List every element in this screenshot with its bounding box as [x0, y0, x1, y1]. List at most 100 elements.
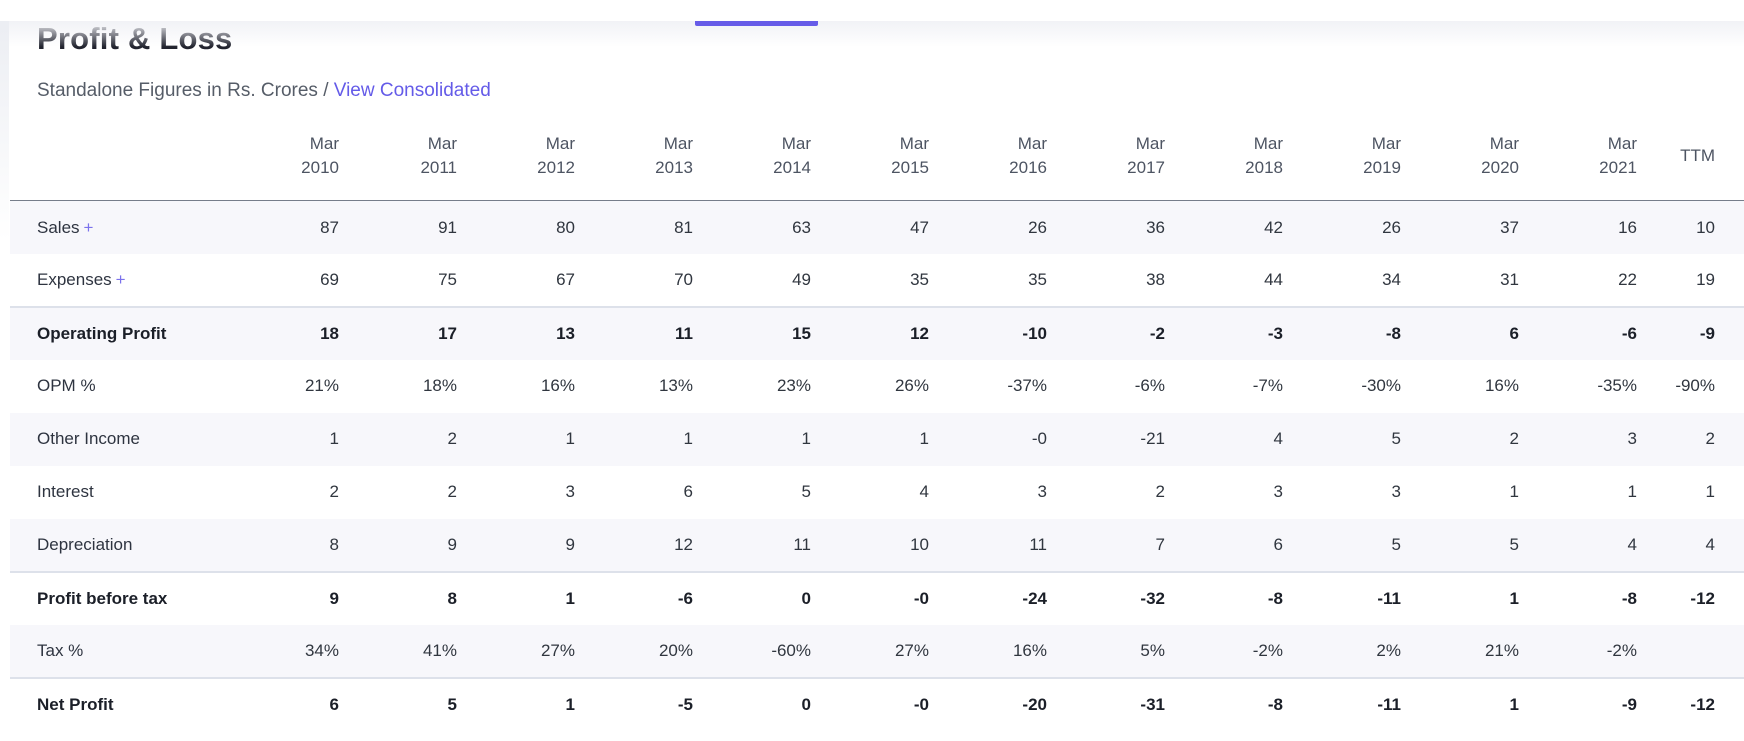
value-cell: 17: [438, 323, 457, 343]
value-cell: 42: [1264, 217, 1283, 237]
column-header: Mar 2020: [1481, 134, 1519, 178]
table-row: OPM % 21% 18% 16% 13% 23% 26% -37% -6% -7% -30% 16%…: [10, 360, 1744, 413]
value-cell: 12: [910, 323, 929, 343]
row-label: Interest: [37, 482, 94, 502]
value-cell: -90%: [1675, 376, 1715, 396]
row-label: Expenses +: [10, 254, 221, 307]
value-cell: 18%: [422, 376, 457, 396]
value-cell: 5: [1509, 534, 1519, 554]
value-cell: 5: [801, 482, 811, 502]
column-header: Mar 2013: [655, 134, 693, 178]
value-cell: 6: [683, 482, 693, 502]
value-cell: 1: [1509, 588, 1519, 608]
expand-row-button[interactable]: Expenses +: [37, 270, 126, 289]
value-cell: -5: [677, 694, 693, 714]
value-cell: 26%: [894, 376, 929, 396]
value-cell: -30%: [1361, 376, 1401, 396]
column-header: Mar 2015: [891, 134, 929, 178]
value-cell: 0: [801, 588, 811, 608]
value-cell: 3: [565, 482, 575, 502]
value-cell: 15: [792, 323, 811, 343]
value-cell: -9: [1621, 694, 1637, 714]
value-cell: 2: [447, 429, 457, 449]
value-cell: -9: [1699, 323, 1715, 343]
value-cell: 36: [1146, 217, 1165, 237]
value-cell: 18: [320, 323, 339, 343]
column-header: Mar 2021: [1599, 134, 1637, 178]
value-cell: 4: [1627, 534, 1637, 554]
column-header: Mar 2010: [301, 134, 339, 178]
value-cell: 1: [801, 429, 811, 449]
value-cell: 12: [674, 534, 693, 554]
value-cell: 4: [1705, 534, 1715, 554]
value-cell: 3: [1037, 482, 1047, 502]
plus-icon: +: [83, 217, 94, 237]
column-header: Mar 2018: [1245, 134, 1283, 178]
value-cell: -12: [1690, 588, 1715, 608]
subtitle-text: Standalone Figures in Rs. Crores /: [37, 80, 329, 101]
value-cell: 19: [1696, 269, 1715, 289]
value-cell: 63: [792, 217, 811, 237]
value-cell: 44: [1264, 269, 1283, 289]
value-cell: 3: [1273, 482, 1283, 502]
value-cell: 9: [329, 588, 339, 608]
value-cell: 80: [556, 217, 575, 237]
row-label: Depreciation: [37, 534, 133, 554]
table-row: Other Income 1 2 1 1 1 1 -0 -21 4 5 2 3 2: [10, 412, 1744, 466]
value-cell: -8: [1621, 588, 1637, 608]
value-cell: 69: [320, 269, 339, 289]
value-cell: 47: [910, 217, 929, 237]
value-cell: 49: [792, 269, 811, 289]
row-label: OPM %: [37, 376, 96, 396]
value-cell: 3: [1627, 429, 1637, 449]
table-row: Profit before tax 9 8 1 -6 0 -0 -24 -32 -8 -11 1 -8 -…: [10, 571, 1744, 625]
table-row: Interest 2 2 3 6 5 4 3 2 3 3 1 1 1: [10, 466, 1744, 519]
table-row: Depreciation 8 9 9 12 11 10 11 7 6 5 5 4 4: [10, 518, 1744, 572]
value-cell: 23%: [776, 376, 811, 396]
value-cell: -8: [1267, 588, 1283, 608]
value-cell: 35: [910, 269, 929, 289]
value-cell: 1: [565, 429, 575, 449]
value-cell: -60%: [771, 640, 811, 660]
plus-icon: +: [115, 269, 126, 289]
value-cell: [1637, 625, 1744, 678]
expand-row-button[interactable]: Sales +: [37, 218, 93, 237]
value-cell: 2: [447, 482, 457, 502]
value-cell: -6: [677, 588, 693, 608]
value-cell: 4: [1273, 429, 1283, 449]
value-cell: 11: [793, 534, 811, 554]
value-cell: 5%: [1140, 640, 1165, 660]
value-cell: 34%: [304, 640, 339, 660]
value-cell: 1: [565, 694, 575, 714]
value-cell: 91: [438, 217, 457, 237]
value-cell: 5: [1391, 429, 1401, 449]
value-cell: -11: [1377, 694, 1401, 714]
row-label-text: Sales: [37, 217, 80, 237]
value-cell: 10: [1696, 217, 1715, 237]
row-label-text: Expenses: [37, 269, 112, 289]
table-row: Sales +87 91 80 81 63 47 26 36 42 26 37 16 10: [10, 200, 1744, 254]
value-cell: -7%: [1252, 376, 1283, 396]
value-cell: 7: [1155, 534, 1165, 554]
value-cell: 31: [1500, 269, 1519, 289]
value-cell: 27%: [540, 640, 575, 660]
value-cell: 21%: [304, 376, 339, 396]
value-cell: 1: [329, 429, 339, 449]
value-cell: -20: [1022, 694, 1047, 714]
value-cell: 9: [565, 534, 575, 554]
top-gradient: [0, 21, 1744, 47]
view-consolidated-link[interactable]: View Consolidated: [333, 80, 491, 101]
table-row: Expenses +69 75 67 70 49 35 35 38 44 34 31 22 19: [10, 254, 1744, 307]
value-cell: -3: [1267, 323, 1283, 343]
table-row: Tax % 34% 41% 27% 20% -60% 27% 16% 5% -2% 2% 21% -2%: [10, 624, 1744, 678]
table-header: Mar 2010 Mar 2011 Mar 2012 Mar 2013 Mar 2014…: [10, 120, 1744, 201]
column-header: Mar 2011: [420, 134, 457, 178]
column-header-empty: [10, 120, 221, 201]
value-cell: 1: [1509, 482, 1519, 502]
value-cell: -12: [1690, 694, 1715, 714]
value-cell: 6: [1509, 323, 1519, 343]
value-cell: -37%: [1007, 376, 1047, 396]
value-cell: 8: [447, 588, 457, 608]
value-cell: 6: [1273, 534, 1283, 554]
value-cell: -31: [1140, 694, 1165, 714]
